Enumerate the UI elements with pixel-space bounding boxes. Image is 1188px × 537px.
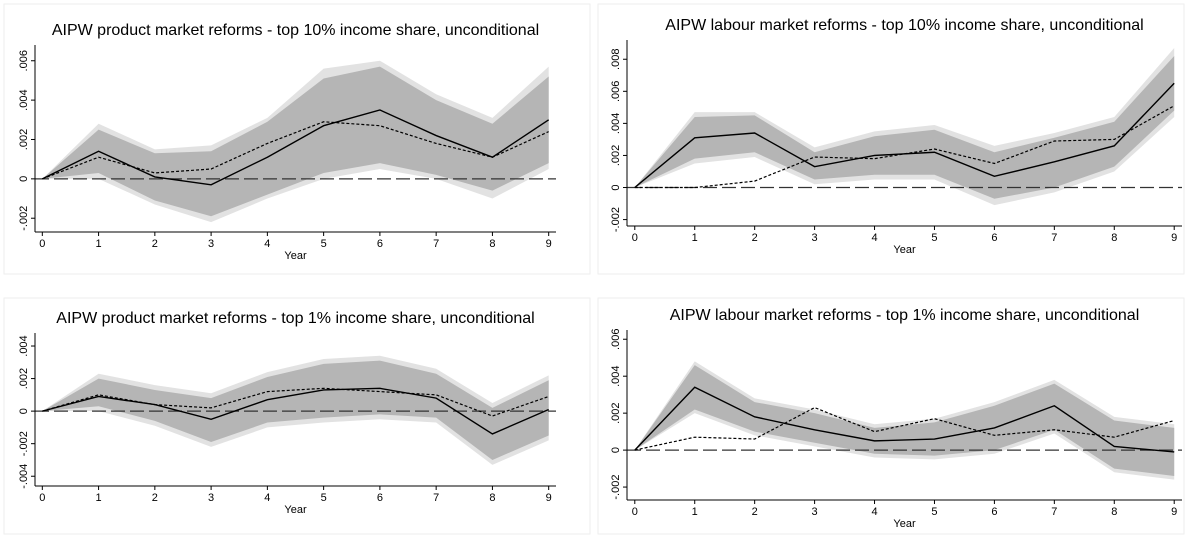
x-tick-label: 1 [692, 232, 698, 244]
x-tick-label: 0 [39, 492, 45, 504]
chart-title: AIPW labour market reforms - top 1% inco… [670, 307, 1140, 324]
y-tick-label: .004 [610, 365, 622, 386]
x-tick-label: 9 [546, 492, 552, 504]
line-series [42, 387, 549, 417]
y-tick-label: .002 [18, 368, 30, 389]
line-series [42, 121, 549, 180]
x-tick-label: 8 [1111, 232, 1117, 244]
y-tick-label: .002 [610, 402, 622, 423]
y-tick-label: 0 [18, 176, 30, 182]
x-tick-label: 4 [871, 232, 877, 244]
x-tick-label: 6 [991, 506, 997, 518]
x-tick-label: 7 [1051, 506, 1057, 518]
y-tick-label: 0 [18, 408, 30, 414]
panel-frame [3, 297, 591, 535]
x-tick-label: 6 [377, 238, 383, 250]
x-tick-label: 3 [208, 238, 214, 250]
x-tick-label: 7 [433, 492, 439, 504]
x-axis-label: Year [284, 504, 307, 516]
x-tick-label: 9 [1171, 232, 1177, 244]
y-tick-label: -.002 [610, 475, 622, 500]
x-tick-label: 0 [39, 238, 45, 250]
x-tick-label: 5 [321, 492, 327, 504]
x-tick-label: 8 [489, 492, 495, 504]
line-series [42, 109, 550, 186]
y-tick-label: .006 [610, 329, 622, 350]
line-series [42, 387, 549, 435]
chart-title: AIPW product market reforms - top 10% in… [52, 22, 539, 39]
x-tick-label: 7 [1051, 232, 1057, 244]
y-tick-label: .006 [18, 50, 30, 71]
x-tick-label: 9 [546, 238, 552, 250]
y-tick-label: .004 [18, 335, 30, 356]
y-tick-label: .004 [610, 113, 622, 134]
panel-frame [597, 3, 1185, 275]
chart-title: AIPW product market reforms - top 1% inc… [56, 310, 534, 327]
x-tick-label: 3 [812, 506, 818, 518]
x-tick-label: 4 [264, 492, 270, 504]
x-tick-label: 3 [208, 492, 214, 504]
x-axis-label: Year [284, 250, 307, 262]
y-tick-label: -.002 [18, 206, 30, 231]
x-tick-label: 7 [433, 238, 439, 250]
x-tick-label: 4 [871, 506, 877, 518]
x-tick-label: 4 [264, 238, 270, 250]
y-tick-label: .008 [610, 49, 622, 70]
x-tick-label: 5 [931, 506, 937, 518]
panel-frame [3, 3, 591, 275]
x-axis-label: Year [893, 244, 916, 256]
x-tick-label: 6 [991, 232, 997, 244]
x-tick-label: 9 [1171, 506, 1177, 518]
x-tick-label: 5 [321, 238, 327, 250]
x-tick-label: 1 [692, 506, 698, 518]
x-axis-label: Year [893, 518, 916, 530]
chart-title: AIPW labour market reforms - top 10% inc… [665, 17, 1143, 34]
x-tick-label: 3 [812, 232, 818, 244]
y-tick-label: -.004 [18, 464, 30, 489]
x-tick-label: 6 [377, 492, 383, 504]
line-series [634, 386, 1175, 453]
confidence-band [42, 360, 549, 460]
x-tick-label: 2 [752, 232, 758, 244]
x-tick-label: 0 [632, 506, 638, 518]
x-tick-label: 8 [489, 238, 495, 250]
confidence-band [634, 365, 1175, 476]
y-tick-label: 0 [610, 184, 622, 190]
y-tick-label: .002 [18, 129, 30, 150]
y-tick-label: .004 [18, 89, 30, 110]
y-tick-label: .006 [610, 81, 622, 102]
confidence-band [634, 56, 1175, 199]
x-tick-label: 2 [152, 238, 158, 250]
line-series [634, 406, 1175, 451]
x-tick-label: 1 [96, 492, 102, 504]
x-tick-label: 8 [1111, 506, 1117, 518]
y-tick-label: -.002 [18, 431, 30, 456]
line-series [634, 105, 1175, 189]
x-tick-label: 0 [632, 232, 638, 244]
x-tick-label: 2 [752, 506, 758, 518]
y-tick-label: 0 [610, 447, 622, 453]
x-tick-label: 5 [931, 232, 937, 244]
panel-frame [597, 297, 1185, 535]
x-tick-label: 2 [152, 492, 158, 504]
y-tick-label: .002 [610, 145, 622, 166]
y-tick-label: -.002 [610, 207, 622, 232]
x-tick-label: 1 [96, 238, 102, 250]
